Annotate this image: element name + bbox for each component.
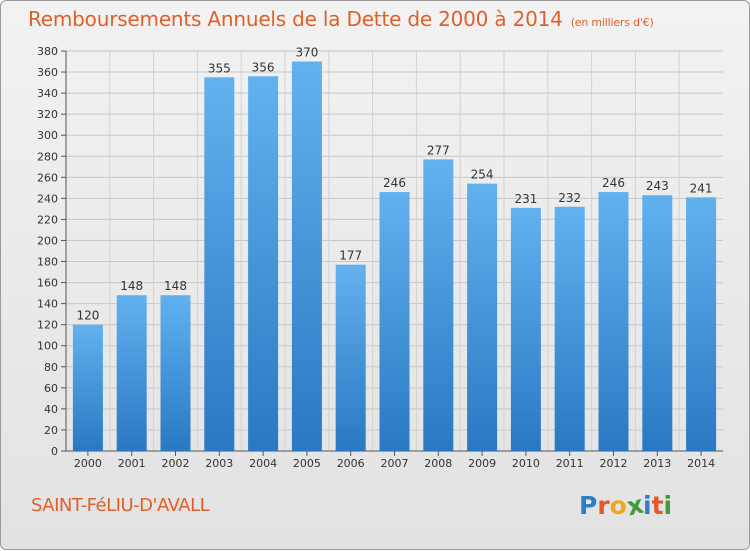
bar [510,207,541,451]
x-tick-label: 2005 [293,457,321,470]
chart-title: Remboursements Annuels de la Dette de 20… [28,7,654,31]
y-tick-label: 0 [51,445,58,458]
y-tick-label: 280 [37,150,58,163]
x-tick-label: 2012 [600,457,628,470]
title-text: Remboursements Annuels de la Dette de 20… [28,7,563,31]
data-label: 231 [514,192,537,206]
y-tick-label: 140 [37,298,58,311]
bar [598,192,629,452]
unit-label: (en milliers d'€) [570,16,654,29]
x-tick-label: 2011 [556,457,584,470]
bar [116,295,147,451]
y-tick-label: 240 [37,192,58,205]
y-tick-label: 380 [37,45,58,58]
bar [423,159,454,451]
y-tick-label: 80 [44,361,58,374]
bar [160,295,191,451]
logo-letter: P [579,491,598,520]
y-tick-label: 20 [44,424,58,437]
bar [72,324,103,451]
x-tick-label: 2013 [643,457,671,470]
bar [379,192,410,452]
y-tick-label: 40 [44,403,58,416]
data-label: 177 [339,249,362,263]
data-label: 246 [602,176,625,190]
logo-letter: i [663,491,673,520]
bar [467,183,498,451]
y-tick-label: 300 [37,129,58,142]
bar [554,206,585,451]
bar [248,76,279,452]
data-label: 120 [76,309,99,323]
x-tick-label: 2009 [468,457,496,470]
logo-letter: i [643,491,652,520]
bar [686,197,717,451]
data-label: 241 [690,181,713,195]
bar [642,195,673,451]
x-tick-label: 2014 [687,457,715,470]
data-label: 232 [558,191,581,205]
data-label: 148 [164,279,187,293]
data-label: 370 [295,46,318,60]
commune-name: SAINT-FéLIU-D'AVALL [31,495,210,516]
bar [291,61,322,452]
proxiti-logo: Proxiti [579,490,673,522]
y-tick-label: 200 [37,234,58,247]
x-tick-label: 2003 [205,457,233,470]
data-label: 148 [120,279,143,293]
y-tick-label: 340 [37,87,58,100]
x-tick-label: 2000 [74,457,102,470]
y-tick-label: 100 [37,340,58,353]
y-tick-label: 160 [37,277,58,290]
logo-letter: r [597,491,610,520]
data-label: 356 [252,60,275,74]
data-label: 355 [208,61,231,75]
x-tick-label: 2002 [162,457,190,470]
x-tick-label: 2006 [337,457,365,470]
y-tick-label: 320 [37,108,58,121]
x-tick-label: 2010 [512,457,540,470]
data-label: 243 [646,179,669,193]
y-tick-label: 260 [37,171,58,184]
x-tick-label: 2007 [381,457,409,470]
data-label: 246 [383,176,406,190]
data-labels: 120 148 148 355 356 370 177 246 277 254 231 232 246 2… [76,46,712,323]
y-tick-label: 360 [37,66,58,79]
y-tick-label: 220 [37,213,58,226]
x-tick-label: 2001 [118,457,146,470]
bars [72,61,717,452]
axes: 0 20 40 60 80 100 120 140 160 180 200 220 240 260 280 3… [37,45,723,470]
x-tick-label: 2004 [249,457,277,470]
logo-letter: t [651,491,664,520]
logo-letter: o [609,491,627,520]
bar [335,264,366,451]
y-tick-label: 180 [37,256,58,269]
data-label: 277 [427,143,450,157]
bar [204,77,235,451]
y-tick-label: 120 [37,319,58,332]
x-tick-label: 2008 [424,457,452,470]
data-label: 254 [471,168,494,182]
y-tick-label: 60 [44,382,58,395]
